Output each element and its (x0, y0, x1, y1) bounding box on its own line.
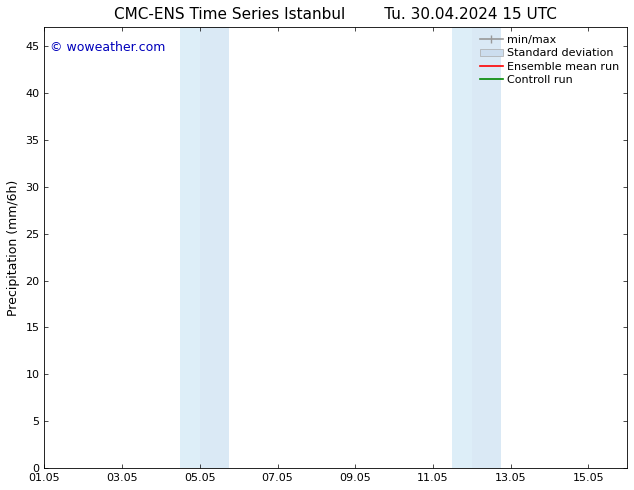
Y-axis label: Precipitation (mm/6h): Precipitation (mm/6h) (7, 180, 20, 316)
Bar (181, 27, 200, 468)
Legend: min/max, Standard deviation, Ensemble mean run, Controll run: min/max, Standard deviation, Ensemble me… (478, 33, 621, 87)
Title: CMC-ENS Time Series Istanbul        Tu. 30.04.2024 15 UTC: CMC-ENS Time Series Istanbul Tu. 30.04.2… (114, 7, 557, 22)
Bar (452, 27, 472, 468)
Bar (200, 27, 229, 468)
Bar (472, 27, 501, 468)
Text: © woweather.com: © woweather.com (50, 41, 165, 53)
